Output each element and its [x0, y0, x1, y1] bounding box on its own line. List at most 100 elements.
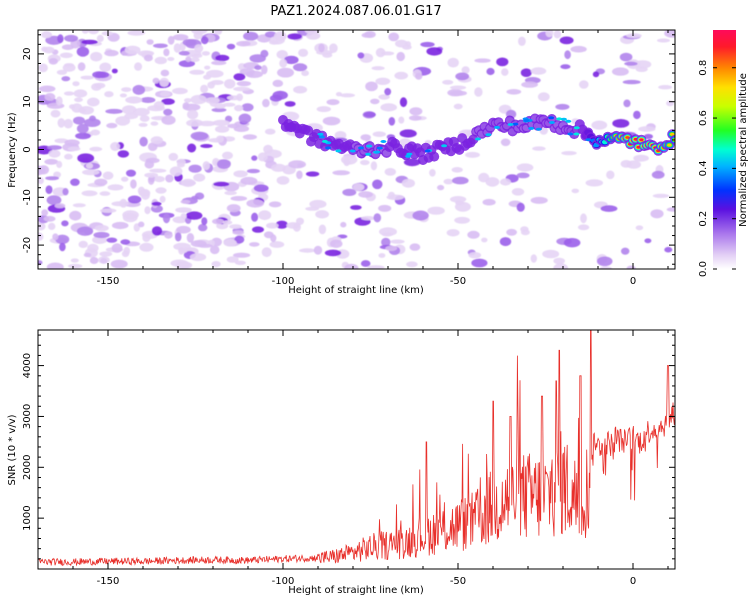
spectrogram-cell: [272, 90, 288, 100]
spectrogram-cell: [626, 265, 636, 269]
spectrogram-cell: [254, 65, 262, 70]
spectrogram-cell: [62, 63, 76, 72]
ridge-highlight: [528, 126, 535, 130]
spectrogram-cell: [121, 176, 129, 182]
spectrogram-cell: [38, 165, 50, 175]
spectrogram-cell: [57, 118, 66, 128]
spectrogram-cell: [243, 31, 259, 41]
spectrogram-cell: [375, 47, 386, 58]
spectrogram-cell: [50, 109, 61, 118]
spectrogram-cell: [664, 246, 673, 253]
spectrogram-cell: [119, 93, 127, 98]
spectrogram-cell: [56, 69, 68, 75]
spectrogram-cell: [211, 107, 227, 113]
spectrogram-cell: [172, 87, 188, 95]
spectrogram-cell: [189, 57, 200, 63]
spectrogram-cell: [45, 176, 59, 181]
ridge-highlight: [523, 119, 530, 123]
spectrogram-cell: [226, 204, 241, 213]
spectrogram-cell: [318, 43, 325, 53]
spectrogram-cell: [624, 61, 638, 66]
colorbar: 0.0 0.2 0.4 0.6 0.8 Normalized spectral ampl…: [698, 30, 749, 277]
spectrogram-cell: [585, 179, 604, 187]
spectrogram-cell: [143, 54, 153, 62]
spectrogram-cell: [238, 113, 252, 124]
spectrogram-cell: [76, 226, 94, 236]
spectrogram-cell: [309, 199, 327, 209]
spectrogram-cell: [38, 222, 46, 231]
ridge-highlight: [593, 144, 599, 148]
spectrogram-cell: [305, 171, 320, 177]
spectrogram-cell: [121, 87, 132, 92]
spectrogram-cell: [537, 92, 550, 102]
ridge-highlight: [535, 127, 542, 131]
spectrogram-cell: [318, 224, 327, 235]
spectrogram-cell: [409, 243, 421, 251]
spectrogram-cell: [474, 87, 483, 97]
ridge-cell: [429, 151, 440, 162]
spectrogram-cell: [70, 178, 80, 186]
spectrogram-cell: [561, 151, 577, 156]
spectrogram-cell: [370, 161, 378, 171]
spectrogram-cell: [257, 152, 268, 162]
spectrogram-cell: [249, 242, 260, 247]
snr-x-label: Height of straight line (km): [288, 585, 424, 596]
spectrogram-cell: [658, 85, 672, 90]
spectrogram-cell: [100, 208, 117, 213]
spectrogram-cell: [293, 63, 308, 72]
spectrogram-cell: [122, 210, 139, 220]
spectrogram-cell: [152, 77, 160, 84]
spectrogram-cell: [53, 171, 61, 178]
spectrogram-cell: [429, 169, 436, 177]
spectrogram-cell: [201, 51, 210, 56]
spectrogram-cell: [186, 233, 195, 243]
spectrogram-cell: [506, 89, 522, 95]
spectrogram-cell: [420, 41, 435, 48]
spectrogram-cell: [499, 178, 512, 186]
spectrogram-cell: [222, 220, 233, 225]
spectrogram-cell: [80, 75, 95, 80]
ridge-cell: [625, 136, 630, 139]
ridge-highlight: [321, 139, 328, 143]
spectrogram-cell: [287, 33, 303, 40]
spectrogram-cell: [530, 67, 547, 75]
spectrogram-cell: [209, 245, 220, 255]
spectrogram-cell: [69, 210, 82, 221]
spectrogram-cell: [234, 104, 244, 112]
spectrogram-cell: [381, 237, 391, 247]
spectrogram-cell: [77, 62, 86, 71]
spectrogram-cell: [159, 195, 166, 203]
spectrogram-cell: [74, 97, 83, 103]
spectrogram-cell: [596, 256, 613, 267]
spectrogram-cell: [299, 248, 316, 253]
spectrogram-cell: [176, 158, 186, 166]
spectrogram-cell: [81, 39, 98, 45]
spectrogram-cell: [246, 168, 260, 174]
spectrogram-cell: [315, 210, 329, 219]
spectrogram-cell: [124, 45, 141, 55]
spectrogram-cell: [223, 239, 237, 247]
spectrogram-cell: [666, 207, 675, 212]
spectrogram-cell: [90, 129, 101, 136]
spectrogram-cell: [481, 237, 488, 243]
spectrogram-cell: [329, 239, 343, 248]
spectrogram-cell: [63, 91, 75, 96]
spectrogram-cell: [266, 222, 279, 229]
spectrogram-cell: [140, 189, 150, 200]
spectrogram-cell: [638, 126, 656, 132]
spectrogram-cell: [580, 213, 587, 224]
spectrogram-cell: [633, 154, 649, 162]
snr-panel: -150 -100 -50 0 1000 2000 3000 4000 SNR (10 * v…: [7, 329, 676, 596]
ridge-highlight: [318, 135, 325, 139]
spectrogram-cell: [72, 203, 86, 208]
spectrogram-cell: [201, 217, 208, 226]
spectrogram-cell: [447, 57, 459, 68]
spectrogram-cell: [89, 115, 96, 122]
spectrogram-cell: [226, 256, 239, 263]
spectrogram-cell: [408, 115, 422, 121]
spectrogram-cell: [216, 135, 224, 143]
spectrogram-cell: [301, 70, 309, 77]
spectrogram-cell: [322, 52, 333, 58]
colorbar-gradient: [713, 30, 736, 269]
